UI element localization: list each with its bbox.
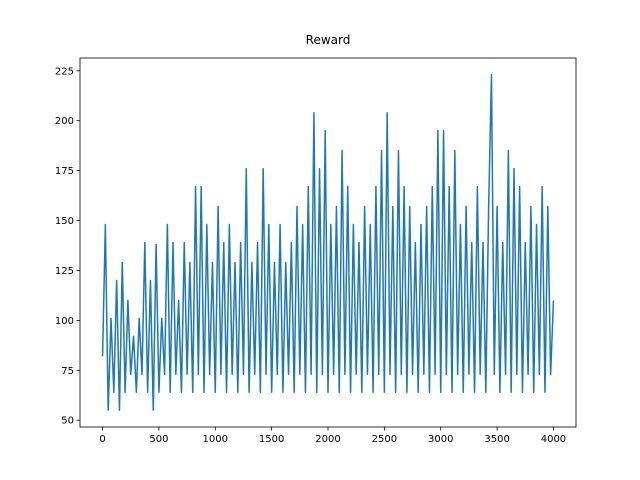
y-tick-label: 100 xyxy=(55,316,74,327)
y-tick-label: 75 xyxy=(61,366,74,377)
y-tick-label: 125 xyxy=(55,266,74,277)
y-tick-label: 150 xyxy=(55,216,74,227)
x-tick-label: 2000 xyxy=(315,434,340,445)
x-tick-label: 2500 xyxy=(372,434,397,445)
x-tick-label: 500 xyxy=(149,434,168,445)
x-tick-label: 0 xyxy=(99,434,105,445)
x-tick-label: 4000 xyxy=(541,434,566,445)
x-tick-label: 3000 xyxy=(428,434,453,445)
y-tick-label: 225 xyxy=(55,66,74,77)
data-line xyxy=(101,74,555,411)
y-tick-label: 175 xyxy=(55,166,74,177)
x-tick-label: 1000 xyxy=(203,434,228,445)
x-tick-label: 3500 xyxy=(484,434,509,445)
chart-title: Reward xyxy=(306,33,351,47)
y-tick-label: 200 xyxy=(55,116,74,127)
y-tick-label: 50 xyxy=(61,416,74,427)
x-tick-label: 1500 xyxy=(259,434,284,445)
